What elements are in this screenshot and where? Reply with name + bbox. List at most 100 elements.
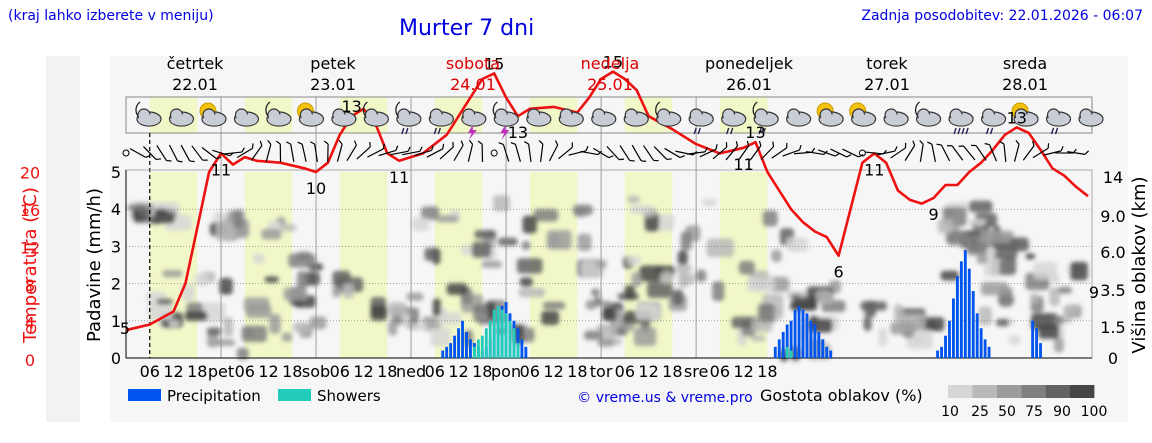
wind-feather	[1032, 140, 1035, 146]
cloud-cell	[986, 246, 996, 258]
showers-bar	[492, 309, 496, 358]
showers-bar	[504, 313, 508, 358]
rain-drop	[726, 127, 730, 135]
cloud-fill	[755, 114, 778, 126]
night-partly-cloudy-icon	[362, 101, 389, 127]
cloud-cell	[233, 209, 245, 229]
partly-cloudy-icon	[199, 102, 227, 127]
cloud-cell	[332, 286, 342, 298]
wind-feather	[353, 140, 357, 146]
wind-barb	[805, 150, 828, 156]
cloud-cell	[409, 323, 428, 331]
cloudy-icon	[558, 108, 584, 127]
wind-barb	[191, 145, 208, 161]
cloud-fill	[982, 114, 1005, 126]
cloud-cell	[597, 338, 615, 347]
temp-tick: 8	[25, 276, 35, 295]
cloud-cell	[446, 283, 468, 295]
wind-feather	[460, 140, 464, 146]
cloud-cell	[937, 219, 954, 234]
cloud-density	[127, 195, 1088, 362]
temp-tick: 20	[20, 164, 40, 183]
cloud-fill	[202, 114, 225, 126]
day-band	[434, 172, 483, 358]
wind-feather	[202, 159, 208, 161]
wind-feather	[523, 141, 529, 145]
wind-shaft	[356, 146, 371, 160]
temperature-series	[125, 70, 1089, 332]
precipitation-bar	[465, 331, 468, 358]
day-name: sobota	[446, 54, 500, 73]
wind-barb	[323, 140, 329, 163]
temp-tick: 0	[25, 351, 35, 370]
wind-shaft	[1032, 147, 1049, 159]
cloud-cell	[644, 212, 660, 232]
wind-barb	[250, 140, 263, 161]
cloud-legend-title: Gostota oblakov (%)	[760, 386, 923, 405]
wind-shaft	[919, 144, 924, 162]
cloud-cell	[518, 287, 546, 298]
precipitation-bar	[445, 346, 449, 358]
wind-feather	[538, 140, 544, 145]
wind-barb	[498, 142, 510, 162]
cloud-cell	[281, 332, 293, 342]
cloudy-icon	[331, 108, 357, 127]
cloud-fill	[852, 114, 875, 126]
x-tick-label: 12	[543, 362, 563, 381]
x-tick-label: 12	[733, 362, 753, 381]
cloud-cell	[986, 230, 1015, 244]
wind-shaft	[805, 150, 824, 156]
showers-bar	[480, 335, 484, 358]
cloud-legend-value: 75	[1025, 404, 1043, 420]
lightning-shape	[500, 125, 510, 140]
x-tick-label: 18	[377, 362, 397, 381]
cloud-cell	[1051, 273, 1060, 284]
wind-barb	[143, 146, 162, 161]
temperature-value-label: 13	[508, 123, 528, 142]
precip-tick: 1	[111, 312, 121, 331]
wind-barb	[947, 145, 964, 161]
cloud-cell	[261, 228, 282, 240]
precipitation-bar	[793, 309, 797, 358]
wind-barb	[548, 140, 559, 162]
cloud-legend-swatch	[948, 385, 973, 398]
wind-feather	[984, 142, 990, 146]
x-tick-label: 06	[140, 362, 160, 381]
wind-shaft	[725, 145, 738, 161]
wind-shaft	[143, 146, 157, 160]
wind-barb	[477, 140, 484, 163]
precipitation-bar	[441, 350, 445, 358]
wind-feather	[999, 140, 1005, 145]
precipitation-bar	[979, 328, 983, 358]
cloud-cell	[474, 230, 497, 239]
wind-feather	[912, 140, 916, 146]
rain-drop	[405, 127, 409, 135]
wind-feather	[430, 145, 434, 151]
cloud-legend-value: 10	[941, 404, 959, 420]
showers-bar	[476, 339, 480, 358]
cloud-cell	[1029, 293, 1040, 304]
wind-shaft	[931, 144, 937, 162]
x-tick-label: 12	[448, 362, 468, 381]
showers-bar	[500, 309, 504, 358]
cloud-cell	[435, 215, 459, 223]
wind-feather	[145, 154, 151, 158]
cloud-cell	[1008, 334, 1021, 345]
wind-barb	[439, 141, 454, 160]
page-title: Murter 7 dni	[399, 16, 535, 41]
cloud-cell	[816, 290, 833, 305]
partly-cloudy-icon	[816, 102, 844, 127]
cloud-fill	[365, 114, 388, 126]
cloud-cell	[680, 231, 692, 251]
cloud-cell	[156, 298, 173, 305]
cloud-cell	[1058, 286, 1073, 294]
precipitation-bar	[829, 350, 833, 358]
cloudy-icon	[168, 108, 195, 127]
showers-bar	[508, 320, 512, 358]
x-tick-label: 06	[520, 362, 540, 381]
x-tick-label: 12	[258, 362, 278, 381]
showers-bar	[785, 346, 789, 358]
cloud-cell	[660, 271, 674, 284]
wind-barb	[265, 140, 272, 162]
cloud-cell	[342, 282, 354, 299]
